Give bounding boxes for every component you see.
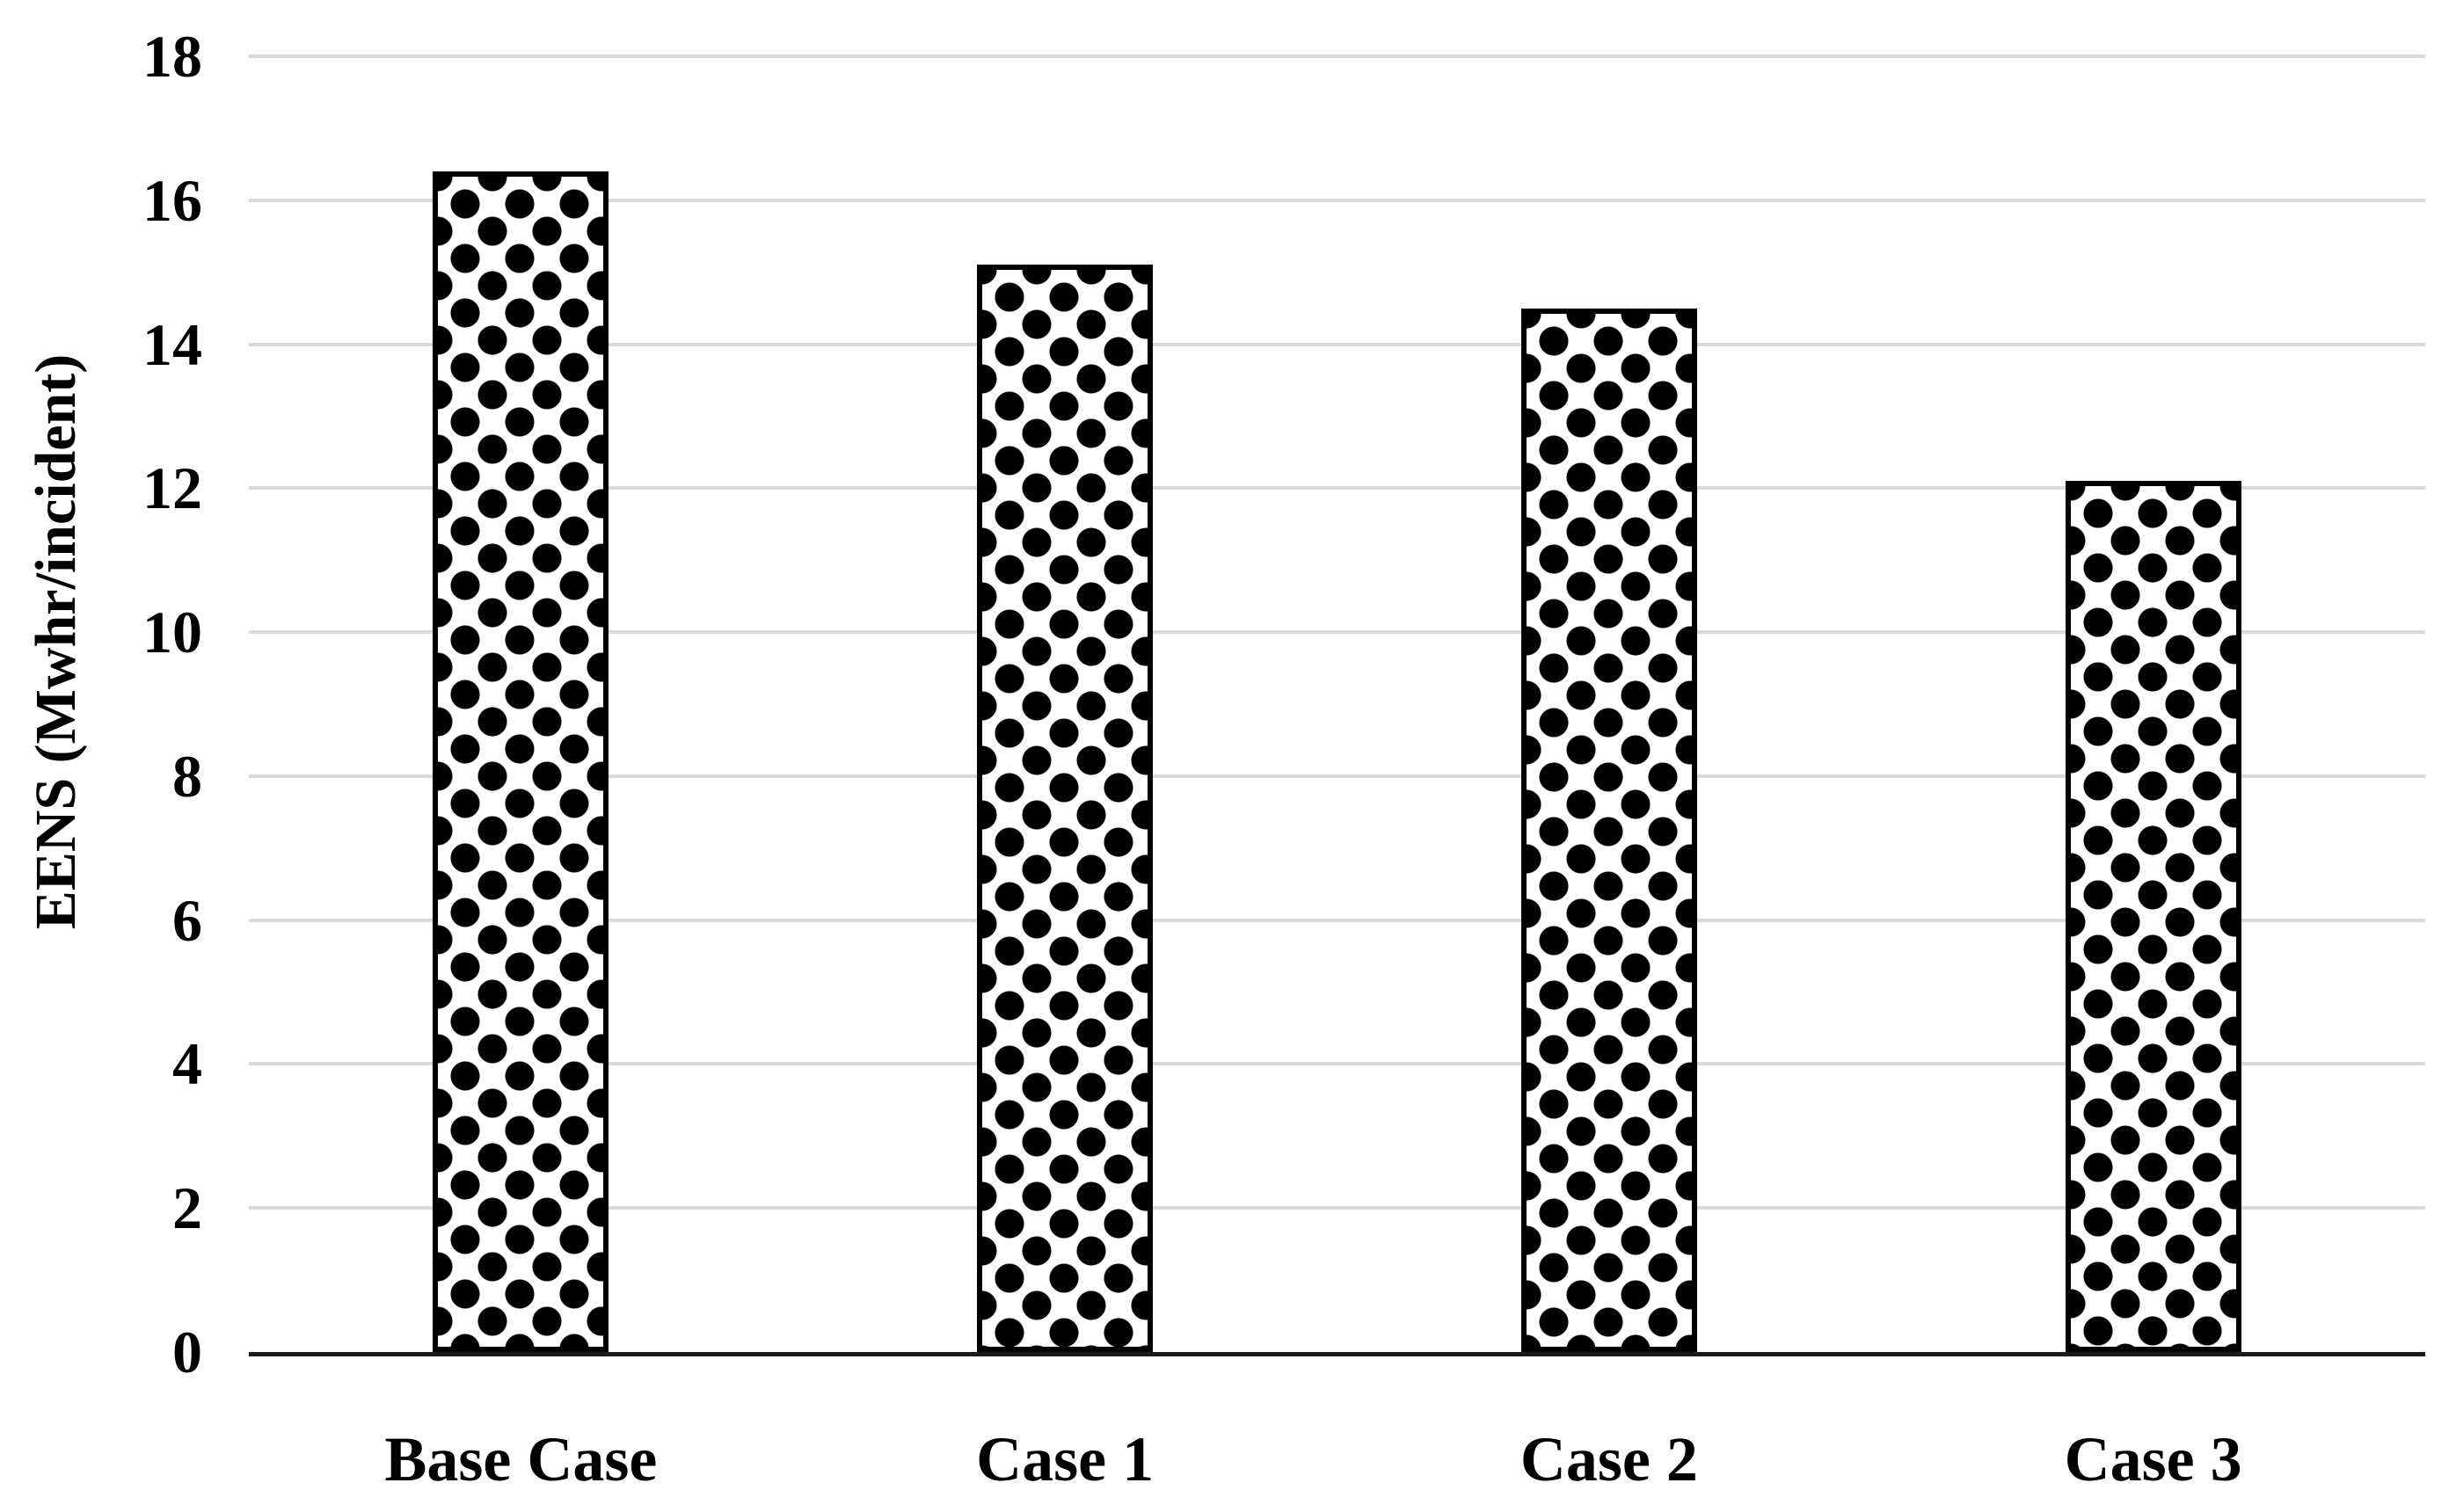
- bar-base-case: [433, 171, 609, 1352]
- gridline-y-8: [249, 774, 2425, 778]
- bar-case-3: [2065, 481, 2241, 1352]
- gridline-y-16: [249, 198, 2425, 202]
- y-tick-label-6: 6: [172, 886, 202, 954]
- gridline-y-4: [249, 1062, 2425, 1066]
- x-axis-category-label-case-3: Case 3: [2064, 1424, 2242, 1494]
- x-axis-category-label-base-case: Base Case: [384, 1424, 658, 1494]
- y-tick-label-0: 0: [172, 1319, 202, 1385]
- y-tick-label-16: 16: [142, 166, 202, 234]
- plot-area: [249, 55, 2425, 1356]
- gridline-y-12: [249, 486, 2425, 491]
- gridline-y-14: [249, 342, 2425, 346]
- x-axis-category-label-case-2: Case 2: [1520, 1424, 1698, 1494]
- y-tick-label-18: 18: [142, 23, 202, 90]
- y-tick-label-12: 12: [142, 454, 202, 522]
- y-tick-label-4: 4: [172, 1030, 202, 1098]
- gridline-y-6: [249, 918, 2425, 922]
- bar-case-2: [1520, 308, 1697, 1352]
- bar-case-1: [977, 265, 1154, 1352]
- gridline-y-10: [249, 630, 2425, 635]
- y-tick-label-14: 14: [142, 310, 202, 378]
- y-tick-label-10: 10: [142, 599, 202, 666]
- y-tick-label-2: 2: [172, 1174, 202, 1242]
- x-axis-category-label-case-1: Case 1: [976, 1424, 1155, 1494]
- gridline-y-2: [249, 1206, 2425, 1210]
- y-tick-label-8: 8: [172, 742, 202, 810]
- gridline-y-18: [249, 55, 2425, 58]
